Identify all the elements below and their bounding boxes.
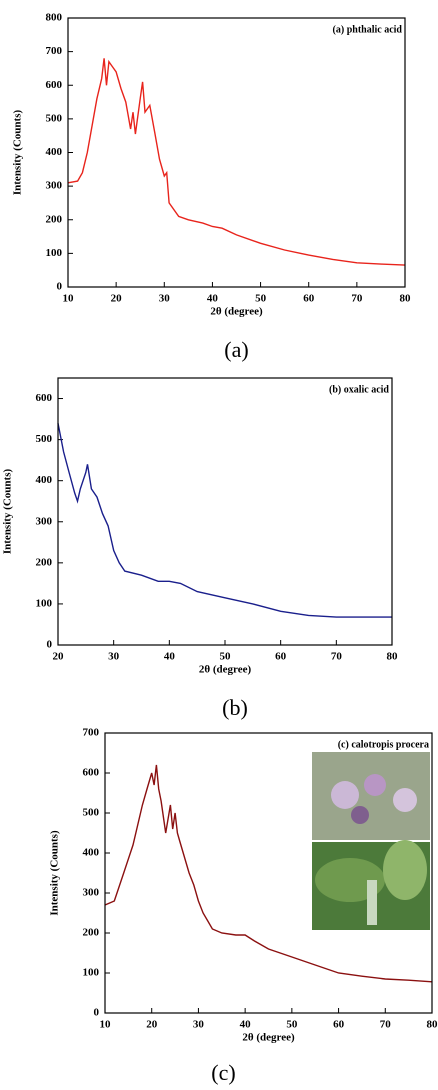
x-tick-label: 10 bbox=[100, 1019, 112, 1031]
x-tick-label: 30 bbox=[193, 1019, 205, 1031]
x-tick-label: 40 bbox=[240, 1019, 252, 1031]
x-tick-label: 20 bbox=[53, 651, 65, 663]
caption: (a) bbox=[224, 337, 248, 362]
y-tick-label: 300 bbox=[46, 180, 63, 192]
caption: (c) bbox=[211, 1060, 235, 1085]
y-tick-label: 500 bbox=[46, 112, 63, 124]
x-tick-label: 70 bbox=[351, 293, 363, 305]
x-tick-label: 80 bbox=[400, 293, 412, 305]
x-axis-label: 2θ (degree) bbox=[242, 1032, 295, 1044]
y-tick-label: 0 bbox=[94, 1007, 100, 1019]
y-axis-label: Intensity (Counts) bbox=[12, 110, 24, 196]
x-tick-label: 50 bbox=[255, 293, 267, 305]
y-tick-label: 100 bbox=[36, 597, 53, 609]
plot-frame bbox=[67, 17, 406, 288]
y-tick-label: 500 bbox=[36, 433, 53, 445]
y-tick-label: 600 bbox=[83, 767, 100, 779]
annotation: (b) oxalic acid bbox=[329, 384, 389, 395]
x-tick-label: 40 bbox=[207, 293, 219, 305]
x-tick-label: 40 bbox=[164, 651, 176, 663]
annotation: (c) calotropis procera bbox=[338, 739, 429, 750]
x-tick-label: 60 bbox=[275, 651, 287, 663]
plot-frame bbox=[57, 377, 393, 646]
y-tick-label: 200 bbox=[36, 556, 53, 568]
data-line bbox=[104, 764, 433, 983]
y-tick-label: 600 bbox=[36, 392, 53, 404]
y-tick-label: 400 bbox=[83, 847, 100, 859]
y-tick-label: 500 bbox=[83, 807, 100, 819]
y-tick-label: 200 bbox=[83, 927, 100, 939]
caption: (b) bbox=[222, 695, 248, 720]
y-axis-label: Intensity (Counts) bbox=[49, 830, 61, 916]
y-tick-label: 100 bbox=[83, 967, 100, 979]
y-tick-label: 200 bbox=[46, 213, 63, 225]
x-tick-label: 60 bbox=[333, 1019, 345, 1031]
x-axis-label: 2θ (degree) bbox=[199, 664, 252, 676]
y-tick-label: 0 bbox=[57, 281, 63, 293]
data-line bbox=[57, 423, 392, 618]
data-line bbox=[67, 58, 406, 266]
y-tick-label: 800 bbox=[46, 12, 63, 24]
inset-photo bbox=[312, 752, 430, 930]
x-tick-label: 20 bbox=[146, 1019, 158, 1031]
x-tick-label: 80 bbox=[427, 1019, 438, 1031]
y-axis-label: Intensity (Counts) bbox=[2, 469, 14, 555]
plot-frame bbox=[104, 732, 433, 1014]
x-tick-label: 30 bbox=[159, 293, 171, 305]
y-tick-label: 400 bbox=[36, 474, 53, 486]
y-tick-label: 700 bbox=[83, 727, 100, 739]
x-tick-label: 10 bbox=[63, 293, 75, 305]
x-tick-label: 30 bbox=[108, 651, 120, 663]
y-tick-label: 0 bbox=[47, 639, 53, 651]
annotation: (a) phthalic acid bbox=[333, 24, 403, 35]
x-tick-label: 70 bbox=[331, 651, 343, 663]
y-tick-label: 300 bbox=[83, 887, 100, 899]
x-tick-label: 20 bbox=[111, 293, 123, 305]
x-tick-label: 50 bbox=[220, 651, 232, 663]
y-tick-label: 300 bbox=[36, 515, 53, 527]
x-axis-label: 2θ (degree) bbox=[210, 306, 263, 318]
x-tick-label: 70 bbox=[380, 1019, 392, 1031]
x-tick-label: 80 bbox=[387, 651, 399, 663]
y-tick-label: 600 bbox=[46, 79, 63, 91]
x-tick-label: 50 bbox=[286, 1019, 298, 1031]
y-tick-label: 100 bbox=[46, 247, 63, 259]
y-tick-label: 400 bbox=[46, 146, 63, 158]
x-tick-label: 60 bbox=[303, 293, 315, 305]
y-tick-label: 700 bbox=[46, 45, 63, 57]
